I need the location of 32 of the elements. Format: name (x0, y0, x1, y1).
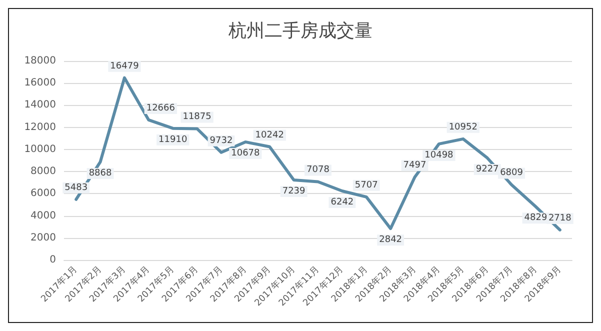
data-label: 7497 (403, 160, 426, 171)
data-label: 11910 (158, 134, 188, 145)
y-tick-label: 2000 (30, 232, 56, 244)
data-label: 7078 (306, 165, 330, 176)
data-label: 7239 (282, 186, 306, 196)
data-label: 6242 (330, 197, 354, 208)
data-label: 8868 (88, 168, 112, 178)
y-tick-label: 10000 (24, 144, 56, 155)
y-tick-label: 6000 (30, 188, 56, 200)
y-tick-label: 18000 (24, 56, 56, 66)
y-tick-label: 4000 (30, 210, 56, 222)
chart-title: 杭州二手房成交量 (228, 20, 372, 42)
data-label: 9227 (476, 164, 499, 174)
y-tick-label: 16000 (24, 78, 56, 89)
data-label: 4829 (524, 213, 548, 224)
data-label: 11875 (182, 112, 212, 122)
data-label: 16479 (110, 61, 140, 72)
data-label: 2718 (548, 213, 572, 224)
y-tick-label: 14000 (24, 100, 56, 111)
data-label: 10242 (255, 130, 284, 140)
data-label: 10952 (448, 122, 478, 132)
y-tick-label: 12000 (24, 122, 56, 133)
data-label: 9732 (210, 136, 233, 146)
y-tick-label: 8000 (30, 166, 56, 178)
data-label: 12666 (146, 103, 176, 114)
data-label: 6809 (500, 168, 524, 178)
data-label: 5483 (64, 182, 88, 193)
data-label: 10678 (231, 148, 260, 158)
data-label: 5707 (354, 180, 378, 190)
y-tick-label: 0 (50, 254, 56, 266)
data-label: 2842 (379, 235, 402, 246)
data-label: 10498 (424, 150, 454, 160)
